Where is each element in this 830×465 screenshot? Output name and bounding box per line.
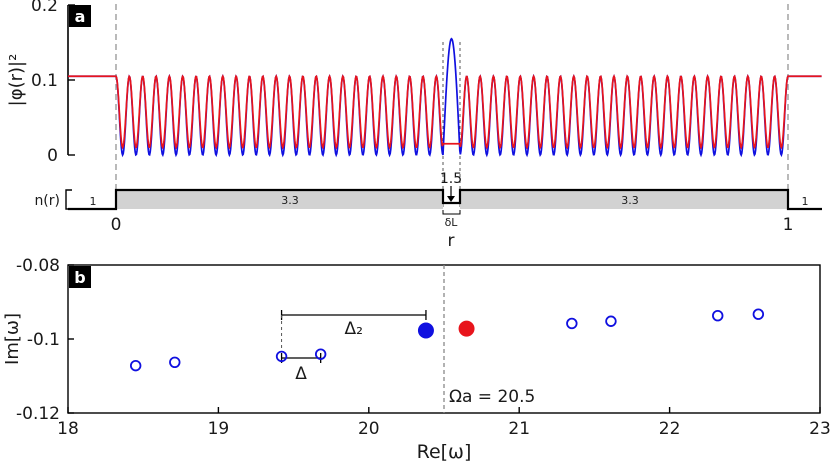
index-label: n(r) xyxy=(34,193,60,209)
panel-b-xtick-label: 18 xyxy=(57,419,79,439)
annotation-delta2: Δ₂ xyxy=(280,310,427,339)
gap-width-label: δL xyxy=(445,216,459,229)
slab-left xyxy=(116,190,443,209)
open-point xyxy=(752,308,765,320)
slab-right xyxy=(460,190,788,209)
panel-b-points xyxy=(129,308,765,372)
panel-b-xlabel: Re[ω] xyxy=(417,441,472,463)
panel-b-badge-label: b xyxy=(74,268,85,287)
panel-b-ytick-label: -0.08 xyxy=(16,256,60,276)
x-end-label: 1 xyxy=(783,215,794,235)
panel-b-xtick-label: 23 xyxy=(809,419,830,439)
delta2-label: Δ₂ xyxy=(345,319,363,339)
panel-b-xticks: 18 19 20 21 22 23 xyxy=(57,407,830,439)
open-point xyxy=(712,309,724,322)
index-outside-left: 1 xyxy=(90,195,97,208)
open-point xyxy=(605,315,617,327)
panel-b-xtick-label: 19 xyxy=(208,419,230,439)
panel-a: 0.2 0.1 0 |φ(r)|² a n(r) 1 3.3 3.3 1 xyxy=(6,0,822,251)
index-slab-right: 3.3 xyxy=(621,194,639,207)
panel-a-ylabel: |φ(r)|² xyxy=(6,54,27,107)
panel-b-ytick-label: -0.1 xyxy=(27,330,60,350)
open-point xyxy=(169,356,181,369)
panel-a-ytick-label: 0.2 xyxy=(31,0,58,16)
panel-b-xtick-label: 22 xyxy=(659,419,681,439)
panel-a-ytick-label: 0.1 xyxy=(31,71,58,91)
annotation-delta: Δ xyxy=(280,353,322,384)
index-outside-right: 1 xyxy=(802,195,809,208)
panel-a-badge-label: a xyxy=(75,7,86,26)
x-start-label: 0 xyxy=(111,215,122,235)
panel-a-badge: a xyxy=(69,5,91,27)
index-bracket xyxy=(65,189,72,210)
index-profile-line xyxy=(68,188,822,211)
series-red-line xyxy=(68,74,822,150)
open-point xyxy=(314,348,327,360)
panel-b-xtick-label: 20 xyxy=(358,419,380,439)
filled-point xyxy=(458,320,475,337)
gap-width-bracket xyxy=(442,210,461,215)
filled-point xyxy=(417,322,434,339)
refractive-index-profile: n(r) 1 3.3 3.3 1 1.5 δL 0 1 r xyxy=(34,171,822,251)
open-point xyxy=(275,350,288,363)
index-gap-value: 1.5 xyxy=(440,171,462,187)
open-point xyxy=(129,359,142,372)
panel-a-xlabel: r xyxy=(448,231,455,251)
panel-b: 18 19 20 21 22 23 -0.08-0.1-0.12 Re[ω] Im[ω] … xyxy=(2,256,830,463)
panel-b-yticks: -0.08 -0.1 -0.12 xyxy=(16,256,74,424)
reference-line-label: Ωa = 20.5 xyxy=(449,387,535,407)
index-slab-left: 3.3 xyxy=(281,194,299,207)
delta-label: Δ xyxy=(295,364,307,384)
panel-b-ylabel: Im[ω] xyxy=(2,313,23,365)
panel-b-badge: b xyxy=(69,266,91,288)
panel-b-ytick-label: -0.12 xyxy=(16,404,60,424)
gap-arrow-head xyxy=(447,196,455,202)
open-point xyxy=(566,317,578,330)
panel-b-xtick-label: 21 xyxy=(508,419,530,439)
panel-a-ytick-label: 0 xyxy=(47,146,58,166)
